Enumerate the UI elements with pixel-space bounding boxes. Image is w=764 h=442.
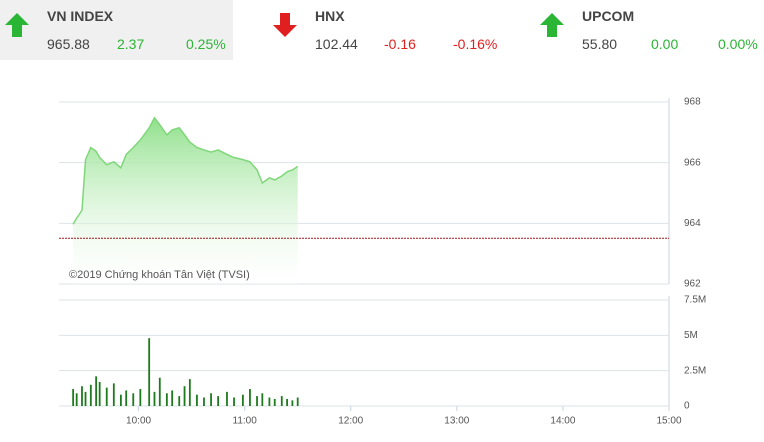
volume-bar: [261, 393, 264, 406]
volume-bar: [171, 390, 174, 406]
y-tick-label: 7.5M: [684, 295, 706, 306]
volume-bar: [158, 377, 161, 406]
volume-bar: [105, 387, 108, 406]
volume-bar: [203, 397, 205, 406]
ticker-name: UPCOM: [582, 8, 635, 24]
up-arrow: [540, 13, 564, 37]
x-tick-label: 12:00: [338, 416, 363, 427]
ticker-change: 0.00: [651, 36, 679, 52]
ticker-name: HNX: [315, 8, 345, 24]
volume-bar: [268, 397, 271, 406]
volume-bar: [139, 389, 142, 406]
volume-bar: [249, 389, 251, 406]
down-arrow: [273, 13, 297, 37]
ticker-percent: 0.00%: [718, 36, 758, 52]
x-tick-label: 11:00: [233, 416, 258, 427]
y-tick-label: 964: [684, 218, 701, 229]
volume-bar: [280, 396, 283, 406]
volume-bar: [291, 400, 294, 406]
y-tick-label: 968: [684, 97, 701, 108]
volume-bar: [153, 391, 156, 406]
y-tick-label: 966: [684, 157, 701, 168]
y-tick-label: 0: [684, 401, 690, 412]
volume-bar: [188, 379, 191, 406]
volume-bar: [165, 393, 168, 406]
volume-bar: [183, 386, 186, 406]
volume-bar: [81, 386, 83, 406]
volume-bar: [273, 398, 276, 406]
volume-bar: [233, 397, 235, 406]
volume-bar: [119, 394, 122, 406]
volume-bar: [296, 397, 299, 406]
ticker-percent: -0.16%: [453, 36, 498, 52]
ticker[interactable]: HNX 102.44 -0.16 -0.16%: [268, 0, 522, 60]
volume-bar: [112, 383, 115, 406]
ticker-name: VN INDEX: [47, 8, 114, 24]
volume-bar: [226, 391, 228, 406]
up-arrow: [5, 13, 29, 37]
volume-bar: [217, 396, 220, 406]
watermark: ©2019 Chứng khoán Tân Việt (TVSI): [69, 269, 250, 281]
area-fill: [73, 117, 298, 284]
volume-bar: [98, 381, 101, 406]
volume-bar: [210, 393, 212, 406]
volume-bar: [148, 338, 151, 406]
ticker-change: -0.16: [384, 36, 416, 52]
ticker-percent: 0.25%: [186, 36, 226, 52]
volume-bar: [95, 376, 98, 406]
ticker[interactable]: UPCOM 55.80 0.00 0.00%: [535, 0, 764, 60]
ticker-value: 102.44: [315, 36, 358, 52]
volume-bar: [84, 391, 87, 406]
volume-bar: [132, 393, 135, 406]
ticker[interactable]: VN INDEX 965.88 2.37 0.25%: [0, 0, 233, 60]
volume-bar: [286, 398, 288, 406]
volume-bar: [256, 396, 258, 406]
volume-bar: [241, 394, 244, 406]
y-tick-label: 5M: [684, 330, 698, 341]
volume-bar: [72, 389, 75, 406]
y-tick-label: 962: [684, 279, 701, 290]
volume-bar: [125, 390, 128, 406]
volume-bar: [178, 396, 181, 406]
y-tick-label: 2.5M: [684, 365, 706, 376]
volume-bar: [196, 394, 198, 406]
ticker-value: 965.88: [47, 36, 90, 52]
x-tick-label: 13:00: [444, 416, 469, 427]
ticker-value: 55.80: [582, 36, 618, 52]
x-tick-label: 14:00: [550, 416, 575, 427]
volume-bar: [89, 384, 92, 406]
x-tick-label: 10:00: [126, 416, 151, 427]
price-line: [72, 116, 299, 225]
x-tick-label: 15:00: [656, 416, 681, 427]
ticker-change: 2.37: [117, 36, 145, 52]
volume-bar: [75, 393, 78, 406]
